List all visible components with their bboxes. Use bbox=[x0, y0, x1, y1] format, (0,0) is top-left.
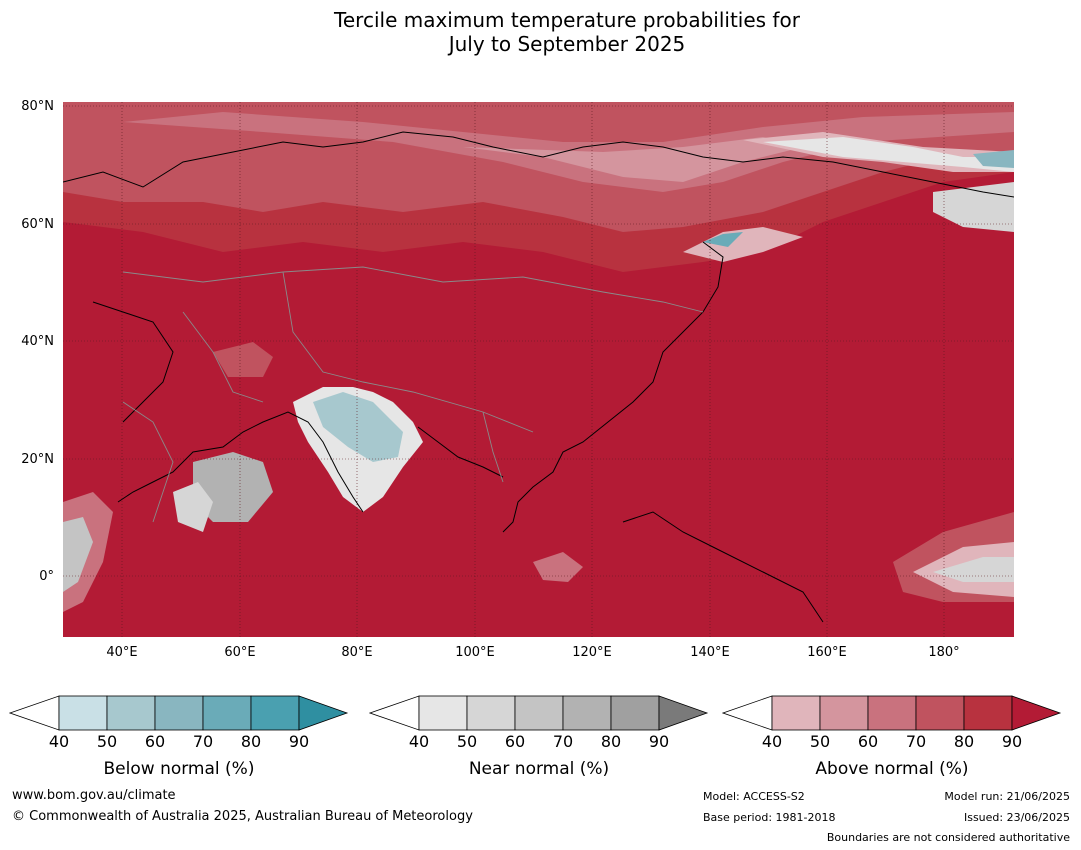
lon-label-120e: 120°E bbox=[572, 645, 612, 660]
colorbar-below-normal-tick: 80 bbox=[240, 732, 262, 751]
lat-label-80n: 80°N bbox=[21, 99, 54, 114]
colorbar-below-normal-tick: 50 bbox=[96, 732, 118, 751]
lon-label-140e: 140°E bbox=[690, 645, 730, 660]
map-title: Tercile maximum temperature probabilitie… bbox=[0, 8, 1081, 56]
colorbar-near-normal-tick: 60 bbox=[504, 732, 526, 751]
colorbar-above-normal-tick: 70 bbox=[905, 732, 927, 751]
country-borders bbox=[122, 266, 704, 523]
colorbar-below-normal-tick: 90 bbox=[288, 732, 310, 751]
lon-label-180: 180° bbox=[928, 645, 960, 660]
colorbar-near-normal-tick: 80 bbox=[600, 732, 622, 751]
colorbar-above-normal-tick: 60 bbox=[857, 732, 879, 751]
map-title-line1: Tercile maximum temperature probabilitie… bbox=[334, 8, 800, 32]
lat-label-60n: 60°N bbox=[21, 217, 54, 232]
colorbar-near-normal bbox=[369, 695, 709, 731]
model-label: Model: ACCESS-S2 bbox=[703, 790, 805, 803]
colorbar-near-normal-max-arrow bbox=[658, 695, 709, 731]
lat-label-20n: 20°N bbox=[21, 452, 54, 467]
arctic-shading bbox=[63, 102, 1014, 272]
colorbar-below-normal-tick: 60 bbox=[144, 732, 166, 751]
colorbar-above-normal-max-arrow bbox=[1011, 695, 1062, 731]
lon-label-40e: 40°E bbox=[106, 645, 138, 660]
colorbar-near-normal-tick: 90 bbox=[648, 732, 670, 751]
copyright-text: © Commonwealth of Australia 2025, Austra… bbox=[12, 809, 473, 824]
pacific-shading bbox=[213, 342, 1014, 602]
colorbar-above-normal-tick: 50 bbox=[809, 732, 831, 751]
colorbar-above-normal-tick: 90 bbox=[1001, 732, 1023, 751]
colorbar-above-normal-title: Above normal (%) bbox=[815, 759, 969, 779]
lon-label-80e: 80°E bbox=[341, 645, 373, 660]
colorbar-near-normal-tick: 40 bbox=[408, 732, 430, 751]
lon-label-160e: 160°E bbox=[807, 645, 847, 660]
colorbar-near-normal-min-arrow bbox=[369, 695, 420, 731]
colorbar-below-normal-tick: 40 bbox=[48, 732, 70, 751]
colorbar-near-normal-tick: 50 bbox=[456, 732, 478, 751]
website-link[interactable]: www.bom.gov.au/climate bbox=[12, 788, 176, 803]
india-shading bbox=[63, 387, 423, 612]
lon-label-100e: 100°E bbox=[455, 645, 495, 660]
colorbar-above-normal-min-arrow bbox=[722, 695, 773, 731]
boundaries-disclaimer: Boundaries are not considered authoritat… bbox=[826, 831, 1070, 844]
colorbar-above-normal-tick: 80 bbox=[953, 732, 975, 751]
colorbar-below-normal-min-arrow bbox=[9, 695, 60, 731]
coastlines bbox=[63, 131, 1014, 623]
colorbar-near-normal-tick: 70 bbox=[552, 732, 574, 751]
lat-label-0: 0° bbox=[39, 569, 54, 584]
colorbar-above-normal bbox=[722, 695, 1062, 731]
issued-label: Issued: 23/06/2025 bbox=[963, 811, 1070, 824]
probability-map bbox=[63, 102, 1014, 637]
lat-label-40n: 40°N bbox=[21, 334, 54, 349]
colorbar-below-normal bbox=[9, 695, 349, 731]
colorbar-below-normal-max-arrow bbox=[298, 695, 349, 731]
map-title-line2: July to September 2025 bbox=[448, 32, 686, 56]
colorbar-below-normal-title: Below normal (%) bbox=[103, 759, 255, 779]
base-period-label: Base period: 1981-2018 bbox=[703, 811, 836, 824]
model-run-label: Model run: 21/06/2025 bbox=[944, 790, 1070, 803]
map-gridlines bbox=[63, 102, 1014, 637]
colorbar-near-normal-title: Near normal (%) bbox=[468, 759, 610, 779]
colorbar-above-normal-tick: 40 bbox=[761, 732, 783, 751]
colorbar-below-normal-tick: 70 bbox=[192, 732, 214, 751]
lon-label-60e: 60°E bbox=[224, 645, 256, 660]
